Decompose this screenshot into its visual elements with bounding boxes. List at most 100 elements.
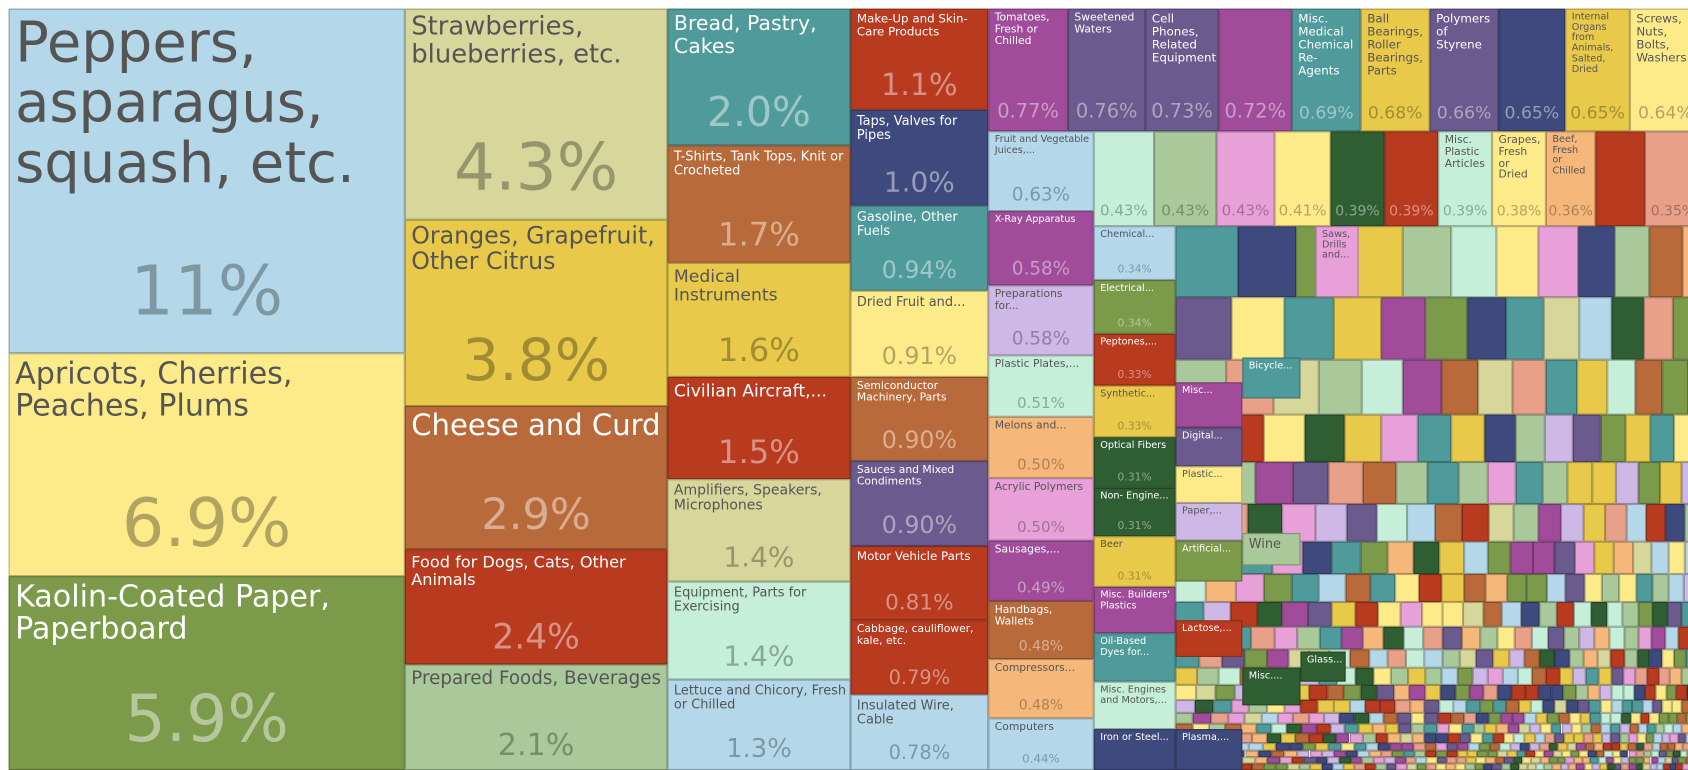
treemap-cell: Misc.... [1242, 667, 1301, 706]
treemap-cell: Oil-Based Dyes for... [1093, 633, 1176, 682]
filler-cell [1577, 359, 1608, 415]
cell-label: Handbags, Wallets [994, 604, 1053, 628]
treemap-cell: Electrical... 0.34% [1093, 279, 1176, 334]
filler-cell [1517, 668, 1533, 685]
filler-cell [1441, 668, 1458, 685]
filler-cell [1544, 763, 1553, 770]
filler-cell [1449, 723, 1462, 734]
filler-cell [1254, 757, 1268, 764]
filler-cell [1195, 684, 1216, 700]
filler-cell [1215, 684, 1236, 700]
filler-cell [1599, 684, 1612, 700]
treemap-cell: Misc... [1175, 382, 1243, 428]
filler-cell [1248, 742, 1263, 751]
filler-cell [1263, 414, 1305, 463]
cell-value: 5.9% [124, 681, 289, 758]
filler-cell [1458, 742, 1469, 751]
treemap-cell: Melons and... 0.50% [988, 416, 1094, 479]
cell-label: Digital... [1182, 430, 1223, 442]
cell-value: 0.35% [1650, 203, 1688, 220]
filler-cell [1319, 626, 1342, 649]
filler-cell [1467, 297, 1507, 360]
filler-cell [1424, 684, 1441, 700]
treemap-cell: 0.43% [1154, 131, 1217, 227]
filler-cell [1630, 712, 1641, 724]
filler-cell [1612, 297, 1644, 360]
filler-cell [1515, 414, 1545, 463]
cell-label: Saws, Drills and... [1321, 229, 1351, 262]
filler-cell [1649, 226, 1683, 298]
filler-cell [1316, 757, 1328, 764]
filler-cell [1548, 757, 1558, 764]
filler-cell [1481, 733, 1493, 743]
filler-cell [1552, 763, 1561, 770]
treemap-cell: Gasoline, Other Fuels 0.94% [850, 205, 989, 291]
treemap-cell: Ball Bearings, Roller Bearings, Parts 0.6… [1360, 8, 1430, 132]
cell-value: 1.4% [723, 542, 795, 575]
filler-cell [1606, 602, 1623, 627]
filler-cell [1360, 684, 1378, 700]
cell-value: 0.69% [1298, 102, 1354, 123]
filler-cell [1436, 723, 1450, 734]
filler-cell [1469, 684, 1484, 700]
filler-cell [1659, 742, 1668, 751]
filler-cell [1515, 462, 1543, 505]
filler-cell [1685, 648, 1688, 669]
cell-value: 2.4% [492, 615, 580, 657]
treemap-cell: Plastic... [1175, 466, 1243, 503]
treemap-cell: Kaolin-Coated Paper, Paperboard 5.9% [8, 576, 405, 770]
filler-cell [1681, 462, 1688, 505]
cell-value: 0.44% [1022, 751, 1060, 766]
filler-cell [1346, 504, 1378, 542]
filler-cell [1626, 414, 1651, 463]
filler-cell [1495, 226, 1539, 298]
filler-cell [1479, 742, 1490, 751]
cell-label: Misc.... [1248, 670, 1283, 682]
filler-cell [1442, 602, 1464, 627]
filler-cell [1368, 648, 1388, 669]
filler-cell [1638, 462, 1661, 505]
cell-label: Peptones,... [1100, 337, 1158, 348]
filler-cell [1547, 712, 1559, 724]
filler-cell [1578, 699, 1590, 713]
filler-cell [1524, 648, 1540, 669]
cell-value: 0.51% [1017, 394, 1065, 413]
cell-value: 1.5% [717, 434, 800, 473]
treemap-cell: Digital... [1175, 427, 1243, 467]
filler-cell [1564, 626, 1580, 649]
filler-cell [1457, 668, 1473, 685]
filler-cell [1274, 626, 1298, 649]
filler-cell [1592, 733, 1602, 743]
treemap-cell: 0.39% [1384, 131, 1439, 227]
treemap-cell: Chemical... 0.34% [1093, 226, 1176, 280]
filler-cell [1438, 699, 1453, 713]
filler-cell [1332, 763, 1344, 770]
filler-cell [1454, 684, 1470, 700]
filler-cell [1565, 757, 1574, 764]
filler-cell [1594, 541, 1615, 574]
cell-label: Equipment, Parts for Exercising [673, 584, 807, 614]
filler-cell [1463, 602, 1483, 627]
filler-cell [1434, 504, 1463, 542]
filler-cell [1581, 723, 1592, 734]
filler-cell [1416, 757, 1427, 764]
filler-cell [1424, 712, 1438, 724]
filler-cell [1492, 648, 1509, 669]
cell-label: Strawberries, blueberries, etc. [411, 10, 622, 69]
filler-cell [1457, 750, 1468, 758]
filler-cell [1573, 668, 1587, 685]
cell-value: 0.43% [1221, 202, 1270, 220]
filler-cell [1387, 733, 1401, 743]
filler-cell [1175, 712, 1194, 724]
filler-cell [1418, 573, 1442, 603]
filler-cell [1396, 462, 1428, 505]
filler-cell [1670, 733, 1678, 743]
treemap-cell: Cheese and Curd 2.9% [404, 405, 668, 550]
filler-cell [1643, 757, 1651, 764]
filler-cell [1622, 602, 1638, 627]
filler-cell [1614, 226, 1650, 298]
filler-cell [1484, 414, 1516, 463]
filler-cell [1252, 733, 1267, 743]
filler-cell [1450, 226, 1496, 298]
